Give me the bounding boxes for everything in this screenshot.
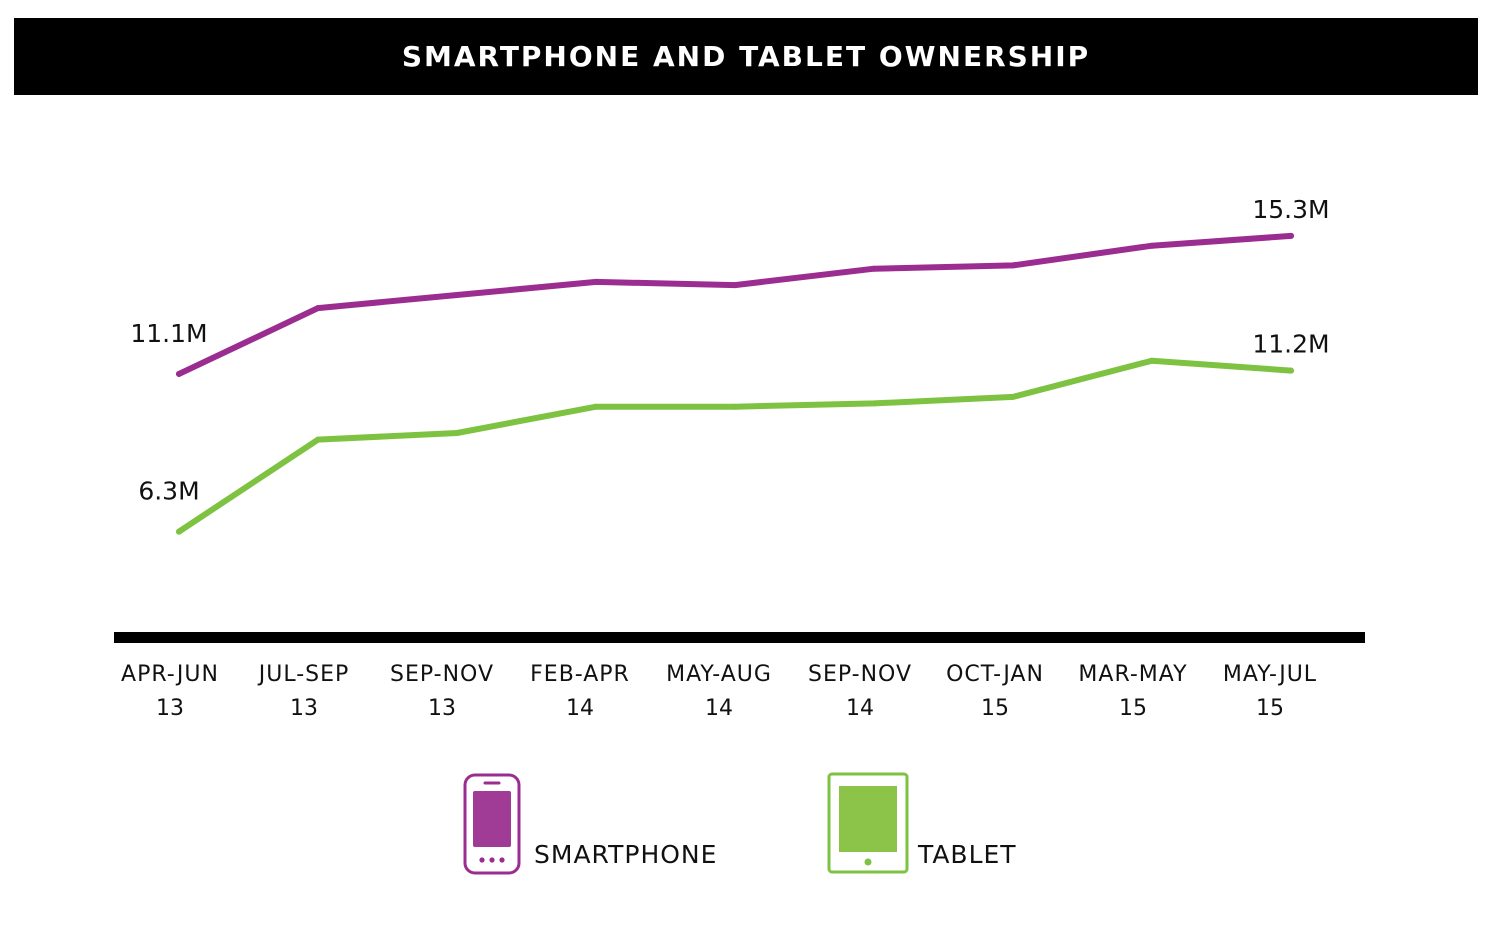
x-tick-label: MAR-MAY	[1078, 662, 1187, 687]
data-point-smartphone	[454, 292, 460, 298]
data-point-smartphone	[1010, 262, 1016, 269]
x-tick-label-year: 15	[981, 696, 1009, 721]
series-line-smartphone	[176, 232, 1294, 377]
data-point-smartphone	[176, 370, 182, 377]
data-label-end-tablet: 11.2M	[1252, 330, 1329, 359]
data-label-start-smartphone: 11.1M	[130, 319, 207, 348]
chart-title: SMARTPHONE AND TABLET OWNERSHIP	[401, 40, 1091, 73]
x-tick-label-year: 13	[156, 696, 184, 721]
data-point-tablet	[593, 403, 599, 410]
chart-title-bar: SMARTPHONE AND TABLET OWNERSHIP	[14, 18, 1478, 95]
x-tick-label: MAY-JUL	[1223, 662, 1317, 687]
x-tick-label: SEP-NOV	[808, 662, 912, 687]
data-point-smartphone	[871, 265, 877, 272]
data-point-tablet	[1010, 393, 1016, 400]
x-tick-label-year: 15	[1256, 696, 1284, 721]
data-point-tablet	[732, 403, 738, 410]
x-tick-label-year: 15	[1119, 696, 1147, 721]
data-point-tablet	[1288, 367, 1294, 374]
x-tick-label-year: 13	[428, 696, 456, 721]
data-point-tablet	[871, 400, 877, 407]
series-line-tablet	[176, 357, 1294, 535]
x-tick-label: FEB-APR	[530, 662, 630, 687]
data-point-smartphone	[315, 305, 321, 312]
x-tick-label: OCT-JAN	[946, 662, 1044, 687]
data-point-smartphone	[732, 282, 738, 289]
data-label-start-tablet: 6.3M	[138, 477, 199, 506]
legend-label-tablet: TABLET	[918, 840, 1017, 869]
x-tick-label: APR-JUN	[121, 662, 219, 687]
data-point-smartphone	[1288, 232, 1294, 239]
data-point-smartphone	[593, 278, 599, 285]
smartphone-icon	[463, 773, 521, 875]
data-point-tablet	[315, 436, 321, 443]
x-tick-label: JUL-SEP	[257, 662, 350, 687]
x-tick-label: SEP-NOV	[390, 662, 494, 687]
x-tick-label-year: 14	[566, 696, 594, 721]
data-point-tablet	[1149, 357, 1155, 364]
data-point-tablet	[454, 430, 460, 436]
tablet-icon	[827, 772, 909, 874]
x-axis-baseline	[114, 632, 1365, 643]
x-tick-label-year: 14	[705, 696, 733, 721]
x-tick-label-year: 13	[290, 696, 318, 721]
data-label-end-smartphone: 15.3M	[1252, 195, 1329, 224]
data-point-smartphone	[1149, 242, 1155, 249]
data-point-tablet	[176, 528, 182, 535]
x-tick-label-year: 14	[846, 696, 874, 721]
legend-label-smartphone: SMARTPHONE	[534, 840, 718, 869]
x-tick-label: MAY-AUG	[666, 662, 772, 687]
